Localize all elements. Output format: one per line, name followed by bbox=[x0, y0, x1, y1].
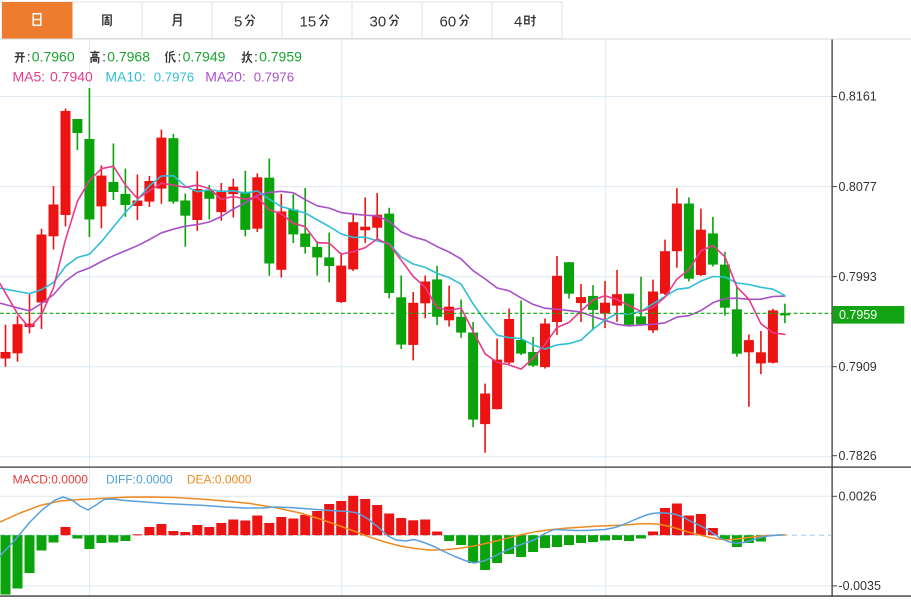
svg-text:0.7826: 0.7826 bbox=[839, 449, 877, 463]
svg-text:-0.0035: -0.0035 bbox=[839, 579, 881, 593]
svg-text:0.7976: 0.7976 bbox=[254, 70, 294, 85]
svg-text:30: 30 bbox=[370, 14, 387, 31]
svg-text:0.0026: 0.0026 bbox=[839, 490, 877, 504]
svg-text:0.7909: 0.7909 bbox=[839, 360, 877, 374]
svg-text::: : bbox=[102, 49, 106, 65]
svg-text:0.7959: 0.7959 bbox=[259, 49, 302, 65]
svg-text::: : bbox=[27, 49, 31, 65]
svg-text:MA20:: MA20: bbox=[205, 69, 245, 85]
svg-text:MA10:: MA10: bbox=[105, 69, 145, 85]
svg-text:60: 60 bbox=[440, 14, 457, 31]
svg-text:0.7976: 0.7976 bbox=[154, 70, 194, 85]
svg-text:0.8161: 0.8161 bbox=[839, 90, 877, 104]
svg-text::: : bbox=[178, 49, 182, 65]
svg-text:0.7940: 0.7940 bbox=[50, 69, 93, 85]
svg-text:MA5:: MA5: bbox=[13, 69, 46, 85]
svg-text:DIFF:0.0000: DIFF:0.0000 bbox=[106, 472, 173, 486]
svg-text:0.7993: 0.7993 bbox=[839, 270, 877, 284]
svg-text:DEA:0.0000: DEA:0.0000 bbox=[187, 472, 252, 486]
svg-text:0.7959: 0.7959 bbox=[839, 308, 877, 322]
svg-text::: : bbox=[254, 49, 258, 65]
svg-text:0.7968: 0.7968 bbox=[107, 49, 150, 65]
svg-text:0.7949: 0.7949 bbox=[183, 49, 226, 65]
svg-text:0.7960: 0.7960 bbox=[32, 49, 75, 65]
svg-text:MACD:0.0000: MACD:0.0000 bbox=[13, 472, 89, 486]
svg-text:0.8077: 0.8077 bbox=[839, 180, 877, 194]
svg-text:5: 5 bbox=[234, 14, 242, 31]
svg-text:15: 15 bbox=[300, 14, 317, 31]
svg-text:4: 4 bbox=[514, 14, 522, 31]
